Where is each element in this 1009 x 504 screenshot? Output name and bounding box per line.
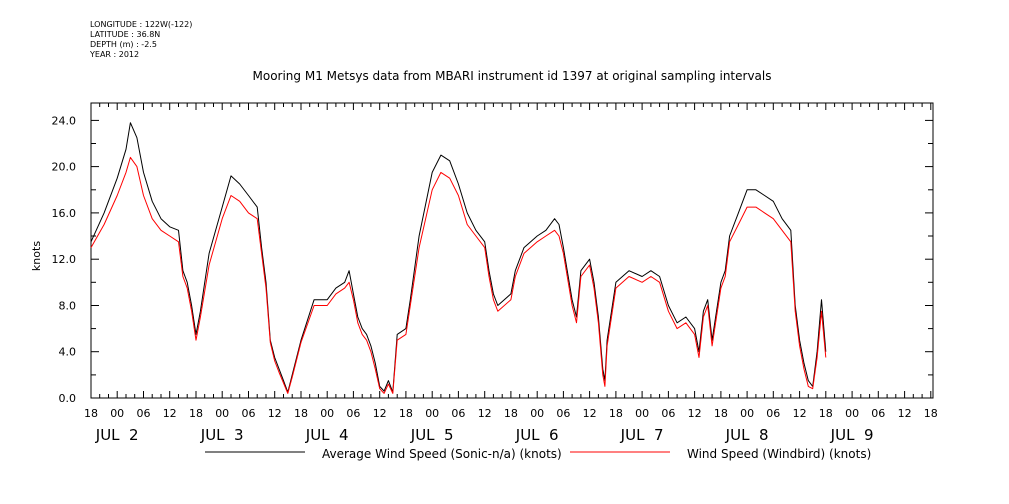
x-tick-label: 12 <box>268 407 282 420</box>
x-tick-label: 00 <box>845 407 859 420</box>
y-tick-label: 12.0 <box>52 253 77 266</box>
x-tick-label: 00 <box>215 407 229 420</box>
x-day-label: JUL 3 <box>200 426 244 444</box>
x-tick-label: 06 <box>766 407 780 420</box>
x-day-label: JUL 4 <box>305 426 349 444</box>
x-tick-label: 12 <box>373 407 387 420</box>
chart-title: Mooring M1 Metsys data from MBARI instru… <box>253 69 772 83</box>
series-lines <box>90 122 827 394</box>
x-tick-label: 12 <box>898 407 912 420</box>
x-tick-label: 12 <box>793 407 807 420</box>
x-tick-labels: 18 00 06 12 18 00 06 12 18 00 06 12 18 00 06 12 18 00 06 12… <box>84 407 938 420</box>
x-tick-label: 18 <box>504 407 518 420</box>
x-tick-label: 00 <box>740 407 754 420</box>
x-day-label: JUL 5 <box>410 426 454 444</box>
x-tick-label: 18 <box>609 407 623 420</box>
x-tick-label: 18 <box>189 407 203 420</box>
axis-ticks <box>90 103 933 399</box>
legend-label-2: Wind Speed (Windbird) (knots) <box>687 447 871 461</box>
y-tick-label: 20.0 <box>52 161 77 174</box>
longitude-text: LONGITUDE : 122W(-122) <box>90 20 193 29</box>
x-day-labels: JUL 2 JUL 3 JUL 4 JUL 5 JUL 6 JUL 7 JUL 8 JUL 9 <box>95 426 874 444</box>
x-tick-label: 18 <box>84 407 98 420</box>
plot-frame <box>90 102 934 399</box>
y-tick-label: 24.0 <box>52 114 77 127</box>
x-tick-label: 06 <box>137 407 151 420</box>
x-tick-label: 18 <box>294 407 308 420</box>
x-day-label: JUL 7 <box>620 426 664 444</box>
x-tick-label: 18 <box>819 407 833 420</box>
x-tick-label: 18 <box>924 407 938 420</box>
x-day-label: JUL 9 <box>830 426 874 444</box>
y-tick-label: 8.0 <box>59 300 77 313</box>
metadata-block: LONGITUDE : 122W(-122) LATITUDE : 36.8N … <box>90 20 192 60</box>
legend-label-1: Average Wind Speed (Sonic-n/a) (knots) <box>322 447 562 461</box>
series-line-1 <box>90 122 827 393</box>
x-tick-label: 00 <box>425 407 439 420</box>
year-text: YEAR : 2012 <box>90 50 140 59</box>
x-tick-label: 06 <box>661 407 675 420</box>
x-tick-label: 00 <box>320 407 334 420</box>
x-day-label: JUL 2 <box>95 426 139 444</box>
legend: Average Wind Speed (Sonic-n/a) (knots) Wi… <box>205 447 871 461</box>
latitude-text: LATITUDE : 36.8N <box>90 30 161 39</box>
series-line-2 <box>90 156 827 394</box>
x-tick-label: 06 <box>242 407 256 420</box>
x-tick-label: 06 <box>451 407 465 420</box>
x-day-label: JUL 8 <box>725 426 769 444</box>
x-tick-label: 18 <box>714 407 728 420</box>
x-tick-label: 12 <box>163 407 177 420</box>
x-tick-label: 12 <box>688 407 702 420</box>
x-day-label: JUL 6 <box>515 426 559 444</box>
y-axis-label: knots <box>30 241 43 271</box>
x-tick-label: 00 <box>635 407 649 420</box>
x-tick-label: 18 <box>399 407 413 420</box>
y-tick-label: 16.0 <box>52 207 77 220</box>
depth-text: DEPTH (m) : -2.5 <box>90 40 157 49</box>
x-tick-label: 06 <box>871 407 885 420</box>
y-tick-label: 0.0 <box>59 392 77 405</box>
y-tick-label: 4.0 <box>59 346 77 359</box>
x-tick-label: 06 <box>346 407 360 420</box>
x-tick-label: 06 <box>556 407 570 420</box>
x-tick-label: 12 <box>478 407 492 420</box>
y-tick-labels: 0.0 4.0 8.0 12.0 16.0 20.0 24.0 <box>52 114 77 405</box>
x-tick-label: 00 <box>530 407 544 420</box>
x-tick-label: 12 <box>583 407 597 420</box>
x-tick-label: 00 <box>110 407 124 420</box>
